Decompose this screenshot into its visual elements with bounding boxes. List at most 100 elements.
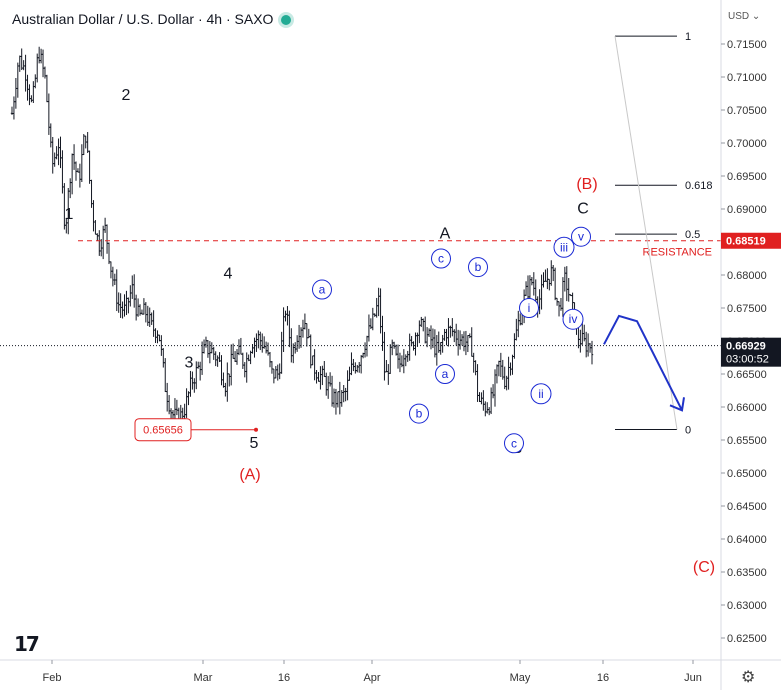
ohlc-bar	[466, 335, 470, 353]
wave-label-red: (C)	[693, 559, 715, 576]
ohlc-bar	[86, 132, 89, 153]
wave-label-circle	[519, 298, 539, 318]
ohlc-bar	[356, 364, 359, 373]
ohlc-bar	[429, 325, 433, 350]
ohlc-bar	[96, 233, 99, 241]
ohlc-bar	[127, 297, 130, 314]
ohlc-bar	[456, 329, 460, 356]
ohlc-bar	[255, 333, 258, 352]
ohlc-bar	[332, 388, 336, 408]
ohlc-bar	[101, 225, 105, 260]
wave-label-circle	[312, 279, 332, 300]
ohlc-bar	[150, 312, 153, 325]
ohlc-bar	[18, 55, 21, 72]
ohlc-bar	[303, 313, 307, 330]
ohlc-bar	[317, 372, 320, 382]
ohlc-bar	[557, 301, 561, 317]
price-tick-label: 0.64000	[727, 534, 767, 546]
ohlc-bar	[237, 339, 241, 356]
ohlc-bar	[162, 348, 165, 368]
wave-label: 5	[250, 435, 259, 452]
ohlc-bar	[117, 292, 120, 313]
ohlc-bar	[552, 265, 555, 282]
fib-level-label: 0.5	[685, 229, 700, 241]
ohlc-bar	[82, 134, 85, 156]
ohlc-bar	[563, 266, 567, 292]
ohlc-bar	[404, 354, 407, 367]
ohlc-bar	[464, 330, 468, 356]
ohlc-bar	[224, 382, 227, 397]
ohlc-bar	[34, 74, 37, 89]
ohlc-bar	[439, 341, 442, 355]
ohlc-bar	[288, 310, 291, 348]
ohlc-bar	[292, 343, 295, 364]
low-marker-box	[134, 418, 192, 442]
ohlc-bar	[187, 391, 190, 406]
currency-selector[interactable]: USD ⌄	[728, 11, 760, 22]
time-tick-label: Mar	[194, 672, 213, 684]
ohlc-bar	[410, 336, 413, 347]
ohlc-bar	[57, 138, 60, 166]
ohlc-bar	[142, 298, 146, 315]
ohlc-bar	[530, 276, 534, 286]
ohlc-bar	[383, 331, 386, 381]
ohlc-bar	[546, 268, 549, 290]
symbol-title[interactable]: Australian Dollar / U.S. Dollar · 4h · S…	[12, 11, 292, 27]
ohlc-bar	[441, 334, 444, 353]
price-tick-label: 0.65000	[727, 468, 767, 480]
ohlc-bar	[336, 391, 340, 408]
ohlc-bar	[272, 368, 276, 384]
ohlc-bar	[550, 260, 553, 286]
ohlc-bar	[191, 371, 194, 390]
ohlc-bar	[204, 336, 208, 348]
wave-label-circled: iii	[560, 240, 568, 254]
ohlc-bar	[270, 361, 274, 374]
gear-icon[interactable]: ⚙	[741, 667, 756, 686]
ohlc-bar	[491, 384, 495, 399]
wave-label-circled: v	[578, 230, 584, 244]
tradingview-logo-icon[interactable]: 17	[14, 632, 40, 656]
price-tick-label: 0.69000	[727, 204, 767, 216]
ohlc-bar	[567, 278, 570, 302]
ohlc-bar	[144, 302, 148, 323]
ohlc-bar	[375, 297, 378, 318]
wave-label: 3	[185, 354, 194, 371]
ohlc-bar	[387, 364, 390, 385]
ohlc-bar	[427, 328, 431, 337]
ohlc-bar	[418, 320, 421, 344]
ohlc-bar	[371, 307, 375, 331]
ohlc-bar	[325, 372, 328, 396]
time-tick-label: Jun	[684, 672, 702, 684]
price-tick-label: 0.66500	[727, 369, 767, 381]
wave-label-red: (A)	[239, 467, 260, 484]
ohlc-bar	[32, 81, 35, 104]
ohlc-bar	[22, 60, 25, 71]
price-axis: 0.62500 0.63000 0.63500 0.64000 0.64500 0.650…	[720, 0, 781, 690]
wave-label-circled: ii	[538, 387, 543, 401]
price-tick-label: 0.71500	[727, 39, 767, 51]
ohlc-bar	[264, 341, 268, 354]
ohlc-bar	[222, 372, 225, 388]
ohlc-bar	[80, 144, 84, 183]
ohlc-bar	[220, 355, 223, 386]
ohlc-bar	[53, 152, 56, 167]
price-tick-label: 0.68000	[727, 270, 767, 282]
ohlc-bar	[352, 358, 355, 372]
ohlc-bar	[321, 365, 324, 386]
ohlc-bar	[113, 273, 117, 286]
ohlc-bar	[45, 74, 49, 103]
ohlc-bar	[484, 401, 487, 417]
low-marker-dot	[254, 427, 258, 432]
ohlc-bar	[148, 307, 151, 328]
wave-label-circled: i	[528, 301, 531, 315]
last-price-text: 0.66929	[726, 341, 766, 353]
wave-label-circle	[409, 403, 429, 424]
ohlc-bar	[402, 349, 406, 374]
ohlc-bar	[334, 388, 338, 415]
price-tick-label: 0.70000	[727, 138, 767, 150]
ohlc-bar	[94, 220, 97, 235]
ohlc-bar	[88, 150, 91, 184]
ohlc-bar	[26, 74, 29, 101]
ohlc-bar	[133, 274, 136, 308]
